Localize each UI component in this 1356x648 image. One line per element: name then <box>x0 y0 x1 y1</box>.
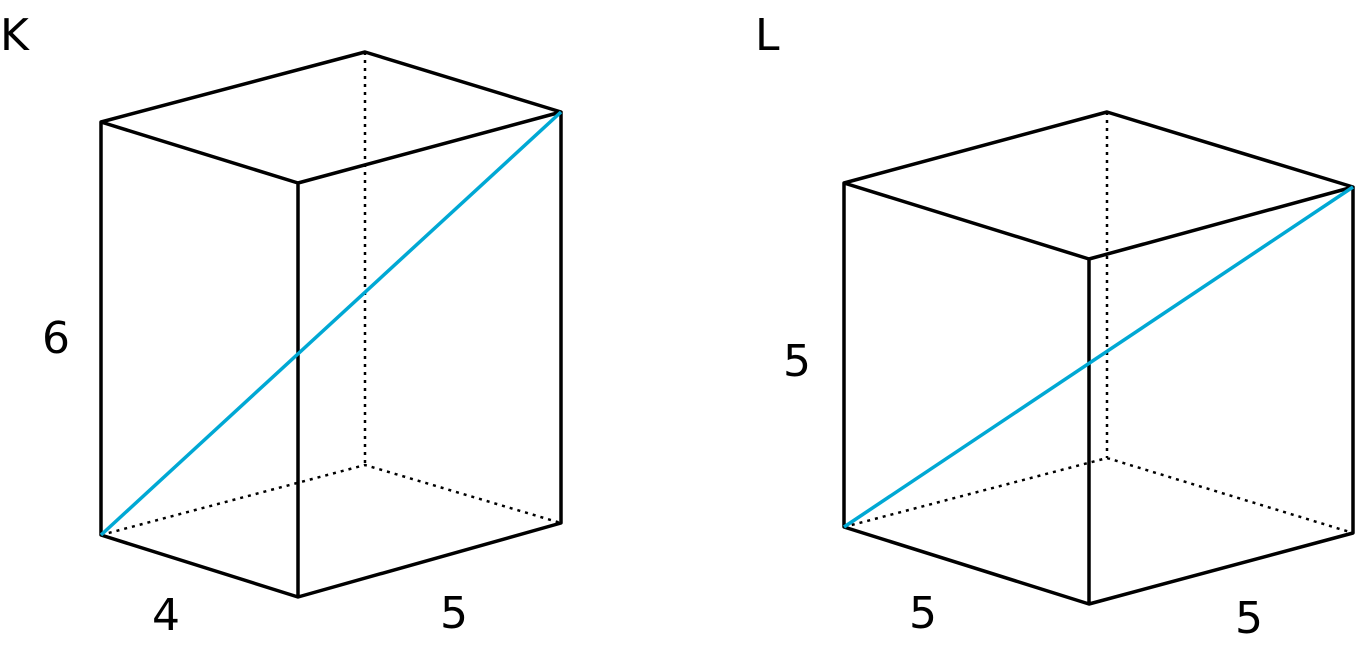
width-label-l: 5 <box>1235 593 1263 644</box>
cuboid-l: L 5 5 5 <box>755 10 1355 644</box>
height-label-l: 5 <box>783 336 811 387</box>
cuboid-k: K 6 4 5 <box>0 10 563 641</box>
label-k: K <box>0 10 30 61</box>
hidden-edges-l <box>843 112 1354 535</box>
depth-label-l: 5 <box>909 588 937 639</box>
height-label-k: 6 <box>42 313 70 364</box>
label-l: L <box>755 10 780 61</box>
space-diagonal-l <box>843 185 1354 529</box>
width-label-k: 5 <box>440 588 468 639</box>
hidden-edges-k <box>100 52 562 537</box>
depth-label-k: 4 <box>152 590 180 641</box>
space-diagonal-k <box>99 110 563 537</box>
